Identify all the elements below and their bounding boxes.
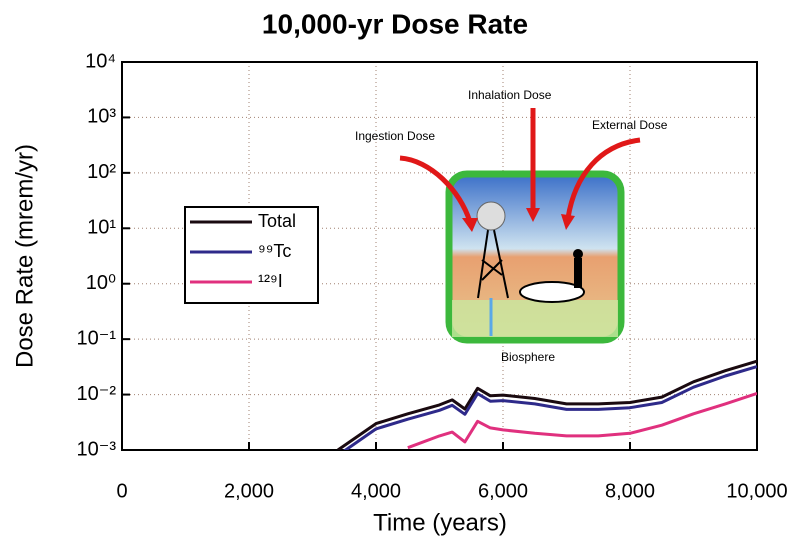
y-tick-label: 10⁻³ xyxy=(77,438,117,460)
legend-label: Total xyxy=(258,211,296,231)
y-tick-label: 10¹ xyxy=(87,217,116,239)
y-tick-label: 10⁰ xyxy=(86,272,116,294)
chart-title: 10,000-yr Dose Rate xyxy=(262,8,528,39)
legend-label: ⁹⁹Tc xyxy=(258,241,291,261)
y-tick-label: 10⁻² xyxy=(77,383,117,405)
x-axis-label: Time (years) xyxy=(373,509,507,536)
x-tick-label: 4,000 xyxy=(351,480,401,502)
y-tick-label: 10⁴ xyxy=(85,50,116,72)
annotation: Biosphere xyxy=(501,350,555,364)
chart: 10,000-yr Dose Rate Time (years) Dose Ra… xyxy=(0,0,802,544)
annotation: External Dose xyxy=(592,118,668,132)
series-line xyxy=(338,367,757,456)
x-tick-label: 8,000 xyxy=(605,480,655,502)
biosphere-illustration xyxy=(400,108,640,340)
legend-label: ¹²⁹I xyxy=(258,271,283,291)
annotation: Ingestion Dose xyxy=(355,129,435,143)
x-tick-label: 10,000 xyxy=(726,480,787,502)
annotation: Inhalation Dose xyxy=(468,88,552,102)
y-tick-label: 10³ xyxy=(87,106,116,128)
y-tick-label: 10⁻¹ xyxy=(77,327,117,349)
y-tick-label: 10² xyxy=(87,161,116,183)
x-tick-label: 2,000 xyxy=(224,480,274,502)
x-tick-label: 0 xyxy=(116,480,127,502)
series-lines xyxy=(338,361,757,455)
x-tick-label: 6,000 xyxy=(478,480,528,502)
y-axis-label: Dose Rate (mrem/yr) xyxy=(11,144,38,368)
series-line xyxy=(408,393,757,447)
